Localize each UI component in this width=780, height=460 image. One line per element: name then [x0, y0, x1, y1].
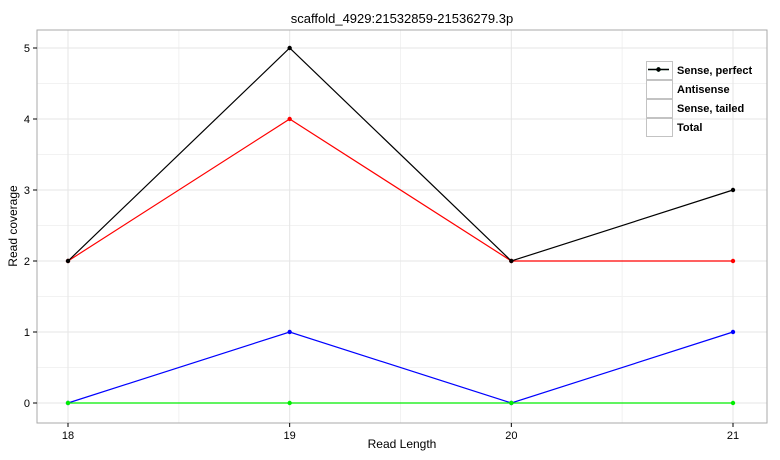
- y-tick-label: 2: [24, 256, 30, 268]
- legend-label: Total: [677, 121, 703, 134]
- x-tick-label: 18: [62, 430, 74, 442]
- series-line-antisense: [67, 331, 734, 404]
- data-point-sense-tailed: [65, 400, 71, 406]
- data-point-antisense: [730, 329, 736, 335]
- series-line-sense-perfect: [67, 118, 733, 262]
- legend-key-icon: [646, 67, 673, 99]
- y-tick-label: 5: [24, 43, 30, 55]
- data-point-total: [730, 187, 736, 193]
- legend-key-icon: [646, 67, 673, 118]
- legend-label: Sense, perfect: [677, 64, 753, 77]
- series-line-total: [67, 47, 734, 262]
- data-point-total: [287, 45, 292, 51]
- data-point-sense-perfect: [730, 258, 736, 264]
- data-point-sense-tailed: [287, 400, 292, 406]
- legend-item-total: Total: [646, 67, 752, 137]
- y-tick-label: 1: [24, 327, 30, 339]
- data-point-total: [509, 258, 514, 264]
- legend-label: Sense, tailed: [677, 102, 745, 115]
- y-tick-label: 4: [24, 114, 30, 126]
- data-point-sense-tailed: [730, 400, 736, 406]
- panel-background: [37, 30, 767, 423]
- x-tick-label: 19: [284, 430, 296, 442]
- data-point-total: [65, 258, 71, 264]
- data-point-antisense: [287, 329, 292, 335]
- y-tick-label: 0: [24, 398, 30, 410]
- legend-item-sense-tailed: Sense, tailed: [646, 67, 752, 118]
- x-tick-label: 21: [727, 430, 739, 442]
- data-point-sense-perfect: [287, 116, 292, 122]
- data-point-sense-tailed: [509, 400, 514, 406]
- x-axis-title: Read Length: [367, 437, 437, 451]
- y-tick-label: 3: [24, 185, 30, 197]
- panel-border: [36, 29, 768, 424]
- legend-item-antisense: Antisense: [646, 67, 752, 99]
- chart-title: scaffold_4929:21532859-21536279.3p: [290, 11, 514, 26]
- legend-key-icon: [646, 67, 673, 137]
- legend-label: Antisense: [677, 83, 730, 96]
- legend: Sense, perfect Antisense Sense, tailed Tota…: [646, 61, 752, 137]
- x-tick-label: 20: [505, 430, 517, 442]
